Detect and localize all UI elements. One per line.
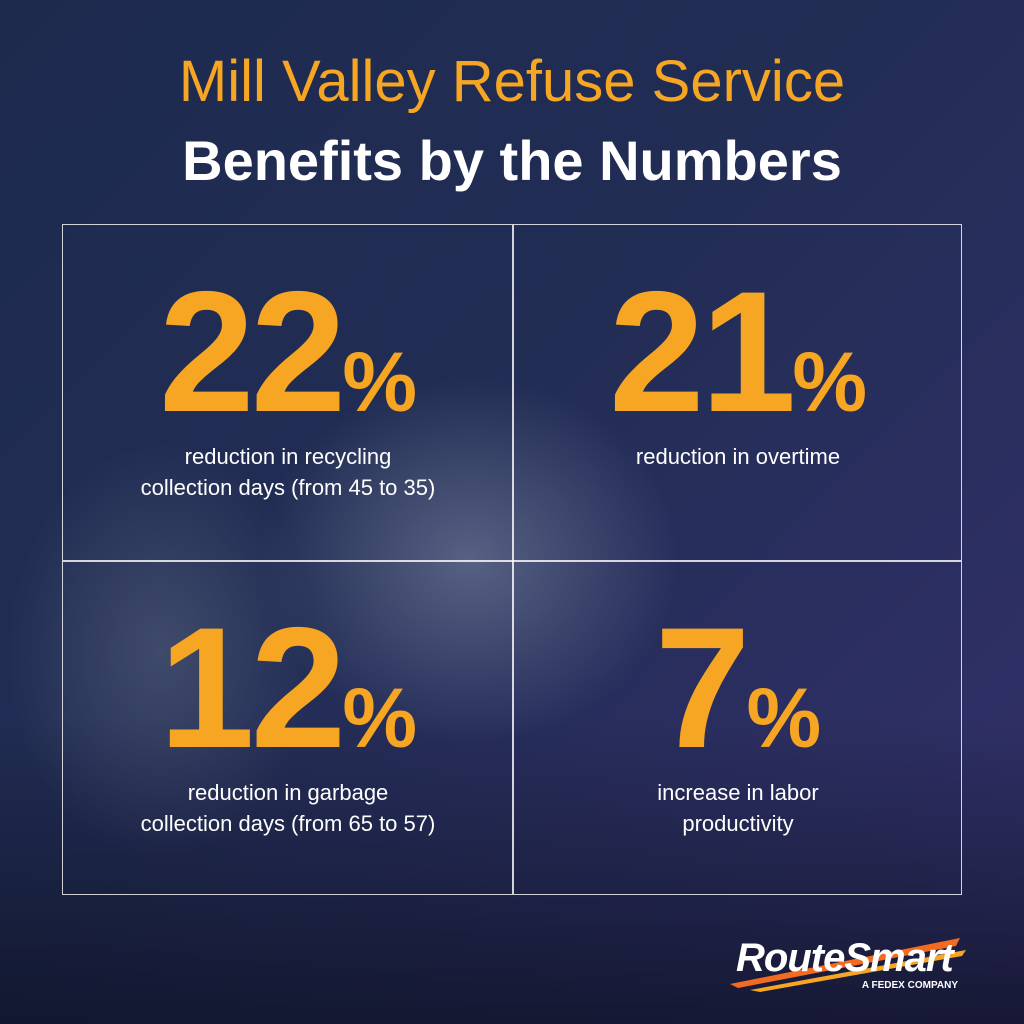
divider <box>512 225 514 894</box>
subtitle: Benefits by the Numbers <box>182 129 842 192</box>
description-line: collection days (from 45 to 35) <box>140 475 436 500</box>
logo-name: RouteSmart <box>736 936 954 980</box>
description-line: increase in labor <box>657 780 819 805</box>
stat-description: reduction in garbage collection days (fro… <box>63 777 513 839</box>
stat-cell: 7% increase in labor productivity <box>513 561 963 896</box>
divider <box>63 560 961 562</box>
stat-cell: 22% reduction in recycling collection days… <box>63 225 513 560</box>
stat-value: 21% <box>513 266 963 438</box>
title: Mill Valley Refuse Service <box>178 49 846 114</box>
stat-value: 22% <box>63 266 513 438</box>
stat-number: 22 <box>158 256 346 448</box>
stat-description: increase in labor productivity <box>513 777 963 839</box>
stat-unit: % <box>792 335 868 429</box>
stat-description: reduction in overtime <box>513 441 963 472</box>
stat-value: 7% <box>513 602 963 774</box>
logo: RouteSmart A FEDEX COMPANY <box>730 932 970 996</box>
logo-swoosh <box>730 938 966 992</box>
stat-number: 12 <box>158 592 346 784</box>
stat-number: 7 <box>654 592 751 784</box>
stats-grid: 22% reduction in recycling collection days… <box>62 224 962 895</box>
stat-unit: % <box>342 335 418 429</box>
stat-value: 12% <box>63 602 513 774</box>
description-line: collection days (from 65 to 57) <box>140 811 436 836</box>
stat-unit: % <box>342 671 418 765</box>
description-line: reduction in overtime <box>635 444 841 469</box>
description-line: reduction in garbage <box>187 780 389 805</box>
description-line: productivity <box>682 811 794 836</box>
stat-number: 21 <box>608 256 796 448</box>
stat-description: reduction in recycling collection days (f… <box>63 441 513 503</box>
stat-unit: % <box>746 671 822 765</box>
stat-cell: 21% reduction in overtime <box>513 225 963 560</box>
logo-tagline: A FEDEX COMPANY <box>861 980 958 991</box>
description-line: reduction in recycling <box>184 444 392 469</box>
stat-cell: 12% reduction in garbage collection days (… <box>63 561 513 896</box>
